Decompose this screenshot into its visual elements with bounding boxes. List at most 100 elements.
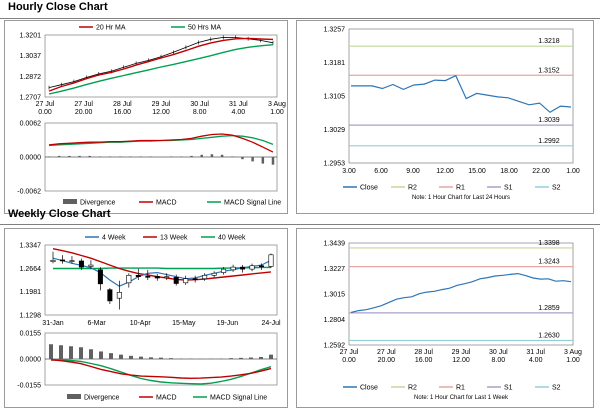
macd-series [50, 359, 272, 380]
candle-body [268, 254, 274, 267]
y-tick-label: 1.3037 [20, 53, 42, 60]
candle-body [69, 260, 75, 262]
candle-body [107, 289, 113, 302]
candle-body [230, 266, 236, 271]
weekly-section-title: Weekly Close Chart [8, 208, 111, 220]
x-tick-date: 28 Jul [414, 349, 433, 356]
weekly-price-chart: 4 Week 13 Week 40 Week 1.1298 1.1981 1.2664 1.… [17, 235, 281, 402]
ma4-series [52, 257, 272, 287]
weekly-close-panel: 1.2592 1.2804 1.3015 1.3227 1.3439 1.3398 1.32… [296, 228, 594, 408]
candle-body [97, 269, 103, 285]
x-tick-label: 18.00 [500, 168, 518, 175]
x-tick-time: 4.00 [529, 357, 543, 364]
level-label-r2: 1.3398 [538, 240, 560, 247]
x-tick-date: 27 Jul [340, 349, 359, 356]
y-tick-label: 1.1981 [20, 289, 42, 296]
candle-body [221, 268, 227, 273]
x-tick-time: 1.00 [566, 357, 580, 364]
x-tick-time: 4.00 [232, 109, 246, 116]
x-tick-label: 12.00 [436, 168, 454, 175]
legend-label: 40 Week [218, 235, 246, 242]
x-tick-label: 6-Mar [87, 320, 106, 327]
x-tick-label: 15-May [172, 320, 196, 327]
plot-frame [348, 28, 574, 164]
weekly-close-chart: 1.2592 1.2804 1.3015 1.3227 1.3439 1.3398 1.32… [324, 240, 582, 401]
macd-y-tick-label: -0.0155 [17, 383, 41, 390]
y-tick-label: 1.3347 [20, 243, 42, 250]
legend-label: S1 [504, 185, 513, 192]
chart-note: Note: 1 Hour Chart for Last 24 Hours [412, 195, 510, 201]
candle-body [173, 277, 179, 284]
hourly-price-panel: 20 Hr MA 50 Hrs MA 1.2707 1.2872 1.3037 1.320… [4, 20, 288, 214]
price-series [48, 36, 274, 88]
y-tick-label: 1.2804 [324, 317, 346, 324]
legend-swatch-divergence [67, 394, 81, 399]
y-tick-label: 1.3439 [324, 241, 346, 248]
x-tick-time: 20.00 [75, 109, 93, 116]
x-tick-date: 31 Jul [526, 349, 545, 356]
legend-label: R2 [408, 185, 417, 192]
legend-label: MACD Signal Line [224, 200, 281, 207]
x-tick-date: 30 Jul [489, 349, 508, 356]
plot-frame [44, 34, 278, 98]
legend-label: MACD [156, 395, 177, 402]
macd-y-tick-label: -0.0062 [17, 189, 41, 196]
ma50-series [48, 44, 274, 95]
legend-label: 4 Week [102, 235, 126, 242]
candle-body [249, 265, 255, 270]
legend-label: Divergence [84, 395, 120, 402]
candle-body [50, 259, 56, 262]
level-label-s1: 1.2859 [538, 305, 560, 312]
legend-label: S2 [552, 185, 561, 192]
weekly-price-panel: 4 Week 13 Week 40 Week 1.1298 1.1981 1.2664 1.… [4, 228, 288, 408]
x-tick-label: 3.00 [342, 168, 356, 175]
x-tick-time: 8.00 [492, 357, 506, 364]
x-tick-date: 31 Jul [229, 101, 248, 108]
candle-body [78, 260, 84, 268]
x-tick-date: 27 Jul [36, 101, 55, 108]
x-tick-date: 29 Jul [452, 349, 471, 356]
legend-swatch-divergence [63, 199, 77, 204]
legend-label: MACD [156, 200, 177, 207]
hourly-section-title: Hourly Close Chart [8, 1, 108, 13]
macd-series [48, 133, 274, 153]
x-tick-time: 12.00 [152, 109, 170, 116]
candle-body [116, 292, 122, 299]
candle-body [88, 264, 94, 267]
macd-y-tick-label: 0.0155 [20, 331, 42, 338]
ma13-series [52, 248, 272, 281]
legend-label: Close [360, 385, 378, 392]
legend-label: S2 [552, 385, 561, 392]
y-tick-label: 1.1298 [20, 313, 42, 320]
y-tick-label: 1.2664 [20, 266, 42, 273]
x-tick-label: 31-Jan [42, 320, 64, 327]
level-label-r1: 1.3152 [538, 67, 560, 74]
legend-label: S1 [504, 385, 513, 392]
x-tick-date: 30 Jul [190, 101, 209, 108]
macd-y-tick-label: 0.0000 [20, 155, 42, 162]
y-tick-label: 1.3227 [324, 266, 346, 273]
ma20-series [48, 37, 274, 92]
x-tick-date: 27 Jul [74, 101, 93, 108]
candle-body [183, 278, 189, 284]
candle-body [240, 266, 246, 270]
legend-label: Divergence [80, 200, 116, 207]
legend-label: R1 [456, 385, 465, 392]
x-tick-time: 16.00 [114, 109, 132, 116]
level-label-s2: 1.2992 [538, 138, 560, 145]
y-tick-label: 1.3257 [324, 27, 346, 34]
x-tick-date: 3 Aug [564, 349, 582, 356]
candle-body [126, 275, 132, 284]
y-tick-label: 1.2872 [20, 74, 42, 81]
y-tick-label: 1.3105 [324, 94, 346, 101]
x-tick-date: 29 Jul [152, 101, 171, 108]
close-series [351, 74, 572, 114]
legend-label: R2 [408, 385, 417, 392]
x-tick-time: 0.00 [38, 109, 52, 116]
x-tick-date: 28 Jul [113, 101, 132, 108]
legend-label: 50 Hrs MA [188, 25, 221, 32]
x-tick-label: 10-Apr [130, 320, 152, 327]
hourly-price-chart: 20 Hr MA 50 Hrs MA 1.2707 1.2872 1.3037 1.320… [17, 25, 286, 207]
y-tick-label: 1.2707 [20, 95, 42, 102]
close-series [350, 272, 572, 314]
